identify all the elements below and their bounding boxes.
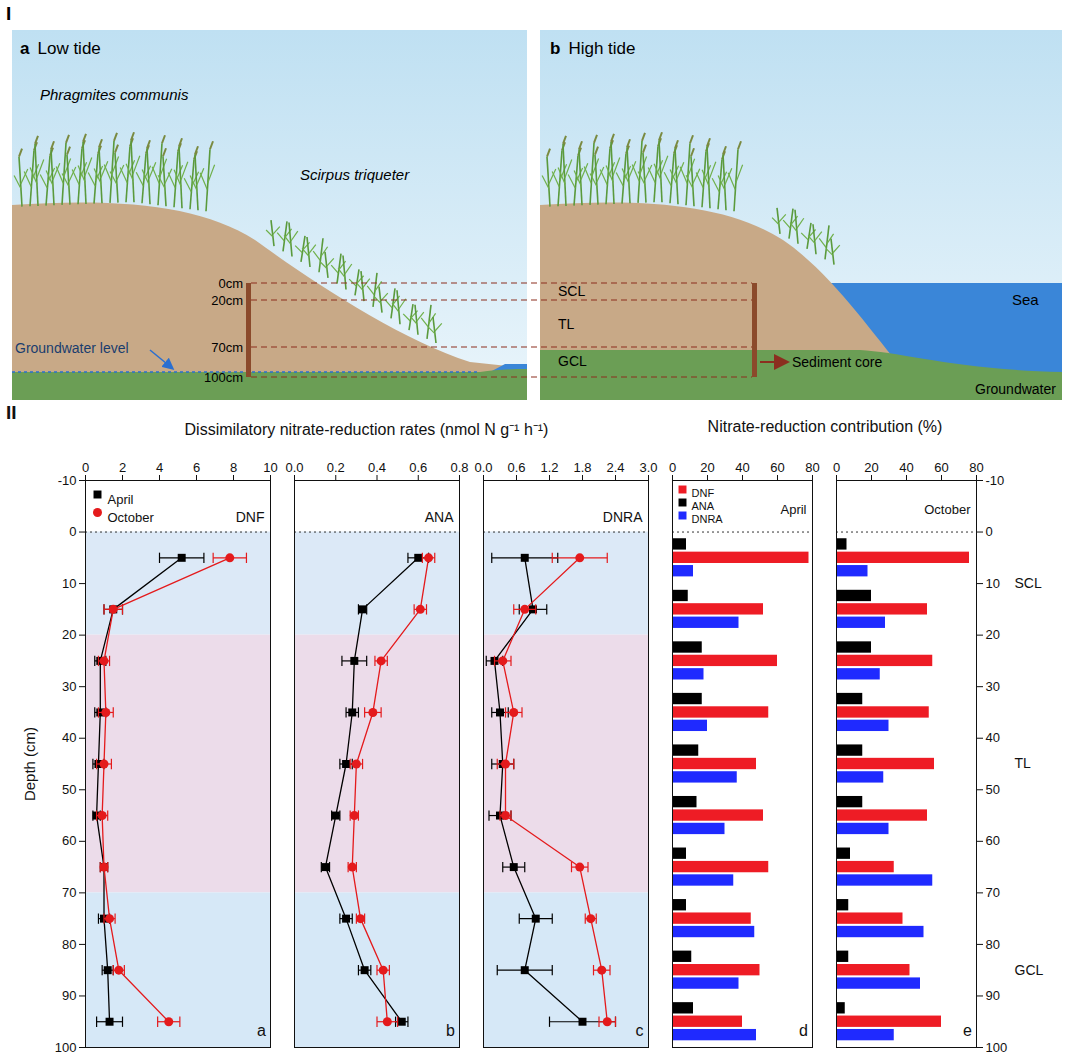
- svg-text:100cm: 100cm: [204, 370, 243, 385]
- svg-text:Sediment core: Sediment core: [792, 354, 882, 370]
- svg-text:TL: TL: [1015, 755, 1032, 771]
- svg-text:90: 90: [62, 988, 76, 1003]
- svg-text:e: e: [963, 1022, 972, 1039]
- svg-text:aLow tide: aLow tide: [20, 39, 101, 58]
- svg-text:ANA: ANA: [425, 509, 454, 525]
- svg-text:0: 0: [82, 460, 89, 475]
- svg-text:0.8: 0.8: [450, 460, 468, 475]
- svg-text:GCL: GCL: [1015, 962, 1044, 978]
- svg-text:GCL: GCL: [558, 353, 587, 369]
- svg-text:October: October: [108, 510, 155, 525]
- svg-text:DNRA: DNRA: [692, 513, 724, 525]
- svg-text:Phragmites communis: Phragmites communis: [40, 86, 189, 103]
- svg-text:0.0: 0.0: [285, 460, 303, 475]
- svg-text:TL: TL: [558, 316, 575, 332]
- svg-text:I: I: [6, 3, 11, 24]
- svg-text:-10: -10: [58, 473, 77, 488]
- svg-text:6: 6: [193, 460, 200, 475]
- svg-text:40: 40: [62, 730, 76, 745]
- svg-text:Scirpus triqueter: Scirpus triqueter: [300, 166, 410, 183]
- svg-text:40: 40: [986, 730, 1000, 745]
- svg-text:April: April: [108, 492, 134, 507]
- svg-text:60: 60: [986, 833, 1000, 848]
- svg-text:10: 10: [986, 576, 1000, 591]
- svg-text:80: 80: [62, 937, 76, 952]
- svg-text:50: 50: [986, 782, 1000, 797]
- html-text:II: II: [6, 402, 17, 423]
- svg-text:70: 70: [62, 885, 76, 900]
- svg-text:Groundwater: Groundwater: [975, 381, 1056, 397]
- svg-text:10: 10: [62, 576, 76, 591]
- svg-text:60: 60: [934, 460, 948, 475]
- svg-text:8: 8: [230, 460, 237, 475]
- svg-text:30: 30: [62, 679, 76, 694]
- svg-text:70cm: 70cm: [211, 340, 243, 355]
- svg-text:Sea: Sea: [1012, 291, 1039, 308]
- svg-text:20cm: 20cm: [211, 293, 243, 308]
- svg-text:90: 90: [986, 988, 1000, 1003]
- svg-text:b: b: [446, 1022, 455, 1039]
- svg-text:70: 70: [986, 885, 1000, 900]
- svg-text:0: 0: [69, 524, 76, 539]
- svg-text:50: 50: [62, 782, 76, 797]
- svg-text:April: April: [780, 502, 806, 517]
- svg-text:100: 100: [986, 1040, 1008, 1055]
- svg-text:0: 0: [669, 460, 676, 475]
- svg-text:80: 80: [805, 460, 819, 475]
- svg-text:0cm: 0cm: [218, 276, 243, 291]
- svg-text:20: 20: [700, 460, 714, 475]
- svg-text:ANA: ANA: [692, 500, 715, 512]
- svg-text:d: d: [799, 1022, 808, 1039]
- svg-text:80: 80: [986, 937, 1000, 952]
- svg-text:80: 80: [969, 460, 983, 475]
- svg-text:-10: -10: [986, 473, 1005, 488]
- svg-text:Groundwater level: Groundwater level: [15, 340, 129, 356]
- svg-text:2: 2: [119, 460, 126, 475]
- svg-text:Depth (cm): Depth (cm): [21, 727, 38, 801]
- svg-text:60: 60: [770, 460, 784, 475]
- svg-text:1.8: 1.8: [573, 460, 591, 475]
- html-text:Nitrate-reduction contribution: Nitrate-reduction contribution (%): [707, 418, 943, 435]
- svg-text:0.4: 0.4: [368, 460, 386, 475]
- svg-text:SCL: SCL: [558, 283, 585, 299]
- svg-text:100: 100: [55, 1040, 77, 1055]
- svg-text:0.6: 0.6: [507, 460, 525, 475]
- svg-text:a: a: [257, 1022, 266, 1039]
- svg-text:DNF: DNF: [692, 487, 715, 499]
- svg-text:60: 60: [62, 833, 76, 848]
- svg-text:c: c: [636, 1022, 644, 1039]
- svg-text:40: 40: [899, 460, 913, 475]
- html-text:Dissimilatory nitrate-reductio: Dissimilatory nitrate-reduction rates (n…: [184, 421, 549, 438]
- svg-text:20: 20: [986, 627, 1000, 642]
- svg-text:3.0: 3.0: [639, 460, 657, 475]
- svg-text:0.0: 0.0: [474, 460, 492, 475]
- svg-text:SCL: SCL: [1015, 575, 1042, 591]
- svg-text:0.2: 0.2: [327, 460, 345, 475]
- svg-text:40: 40: [735, 460, 749, 475]
- svg-text:20: 20: [864, 460, 878, 475]
- svg-text:10: 10: [263, 460, 277, 475]
- svg-text:1.2: 1.2: [540, 460, 558, 475]
- svg-text:October: October: [924, 502, 971, 517]
- svg-text:DNF: DNF: [236, 509, 265, 525]
- svg-text:0: 0: [833, 460, 840, 475]
- svg-text:30: 30: [986, 679, 1000, 694]
- svg-text:DNRA: DNRA: [603, 509, 643, 525]
- svg-text:2.4: 2.4: [606, 460, 624, 475]
- svg-text:0.6: 0.6: [409, 460, 427, 475]
- svg-text:20: 20: [62, 627, 76, 642]
- svg-text:0: 0: [986, 524, 993, 539]
- svg-text:bHigh tide: bHigh tide: [550, 39, 636, 58]
- svg-text:4: 4: [156, 460, 163, 475]
